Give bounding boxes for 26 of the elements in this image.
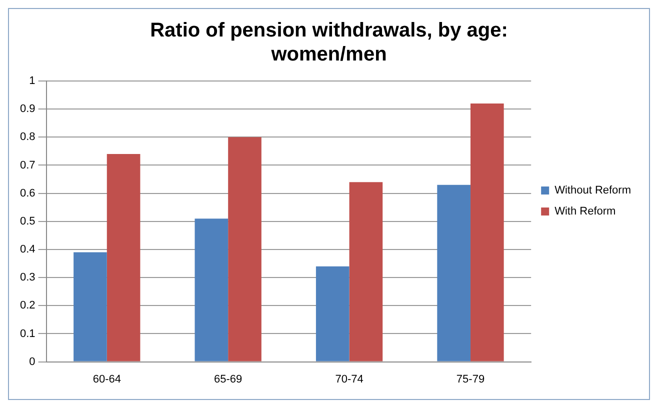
- bar: [349, 182, 383, 362]
- y-tick-label: 1: [29, 75, 36, 88]
- y-tick-label: 0.3: [20, 272, 36, 284]
- bar: [194, 218, 228, 362]
- bar: [106, 154, 140, 362]
- y-tick-label: 0.5: [20, 215, 36, 228]
- legend-label: With Reform: [554, 206, 616, 218]
- y-tick-label: 0.6: [20, 187, 36, 200]
- x-tick-label: 60-64: [92, 373, 121, 386]
- bar: [437, 184, 470, 362]
- y-tick-label: 0.1: [20, 328, 36, 340]
- x-tick-label: 70-74: [335, 373, 364, 386]
- y-tick-label: 0.2: [20, 300, 36, 312]
- bar: [470, 103, 504, 362]
- legend-label: Without Reform: [554, 184, 632, 197]
- bar: [74, 252, 107, 362]
- bar: [228, 137, 262, 362]
- y-tick-label: 0: [29, 356, 36, 368]
- y-tick-label: 0.9: [20, 103, 36, 116]
- y-tick-label: 0.4: [20, 244, 36, 256]
- y-tick-label: 0.8: [20, 131, 36, 144]
- chart-title: Ratio of pension withdrawals, by age: women/men: [150, 20, 508, 66]
- y-tick-label: 0.7: [20, 159, 36, 172]
- x-tick-label: 65-69: [214, 373, 242, 386]
- bar: [316, 266, 350, 362]
- x-tick-label: 75-79: [456, 373, 485, 386]
